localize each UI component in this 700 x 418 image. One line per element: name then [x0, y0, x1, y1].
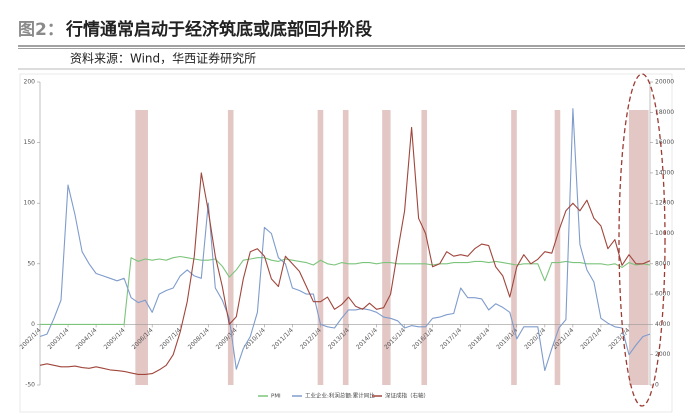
legend-label: PMI — [271, 394, 281, 400]
highlights — [135, 110, 649, 385]
y2-tick-label: 2000 — [655, 351, 670, 358]
highlight-period — [135, 110, 148, 385]
y2-tick-label: 6000 — [655, 291, 670, 298]
highlight-period — [554, 110, 561, 385]
highlight-period — [421, 110, 428, 385]
y2-tick-label: 4000 — [655, 321, 670, 328]
x-tick-label: 2023/1/4 — [607, 327, 631, 351]
x-tick-label: 2008/1/4 — [187, 327, 211, 351]
x-tick-label: 2017/1/4 — [439, 327, 463, 351]
figure-label: 图2： — [18, 20, 64, 40]
x-tick-label: 2003/1/4 — [47, 327, 71, 351]
y2-tick-label: 0 — [655, 382, 659, 389]
legend-label: 深证成指（右轴） — [385, 392, 429, 400]
highlight-period — [511, 110, 517, 385]
x-tick-label: 2002/1/4 — [18, 327, 42, 351]
legend-label: 工业企业:利润总额:累计同比 — [305, 392, 375, 400]
x-tick-label: 2018/1/4 — [467, 327, 491, 351]
y-tick-label: 0 — [31, 321, 35, 328]
y2-tick-label: 8000 — [655, 260, 670, 267]
source: 资料来源：Wind，华西证券研究所 — [70, 51, 256, 66]
y-tick-label: 200 — [24, 79, 36, 86]
y-tick-label: 150 — [24, 139, 36, 146]
x-tick-label: 2007/1/4 — [159, 327, 183, 351]
y2-tick-label: 18000 — [655, 109, 674, 116]
x-tick-label: 2009/1/4 — [215, 327, 239, 351]
series-line — [39, 108, 651, 372]
y-tick-label: -50 — [25, 382, 35, 389]
series-line — [40, 255, 651, 325]
x-tick-label: 2004/1/4 — [75, 327, 99, 351]
highlight-period — [227, 110, 234, 385]
highlight-period — [317, 110, 324, 385]
y2-tick-label: 20000 — [655, 79, 674, 86]
x-tick-label: 2011/1/4 — [271, 327, 295, 351]
x-tick-label: 2005/1/4 — [103, 327, 127, 351]
x-tick-label: 2020/1/4 — [523, 327, 547, 351]
y2-tick-label: 14000 — [655, 169, 674, 176]
x-tick-label: 2022/1/4 — [579, 327, 603, 351]
highlight-period — [628, 110, 649, 385]
y-tick-label: 100 — [24, 200, 36, 207]
focus-ellipse — [618, 73, 666, 407]
y-tick-label: 50 — [27, 260, 35, 267]
chart-title: 行情通常启动于经济筑底或底部回升阶段 — [65, 19, 372, 40]
y2-tick-label: 16000 — [655, 139, 674, 146]
frame — [19, 73, 673, 413]
series-line — [39, 126, 651, 375]
x-tick-label: 2010/1/4 — [243, 327, 267, 351]
highlight-period — [382, 110, 391, 385]
highlight-period — [342, 110, 349, 385]
x-tick-label: 2014/1/4 — [355, 327, 379, 351]
